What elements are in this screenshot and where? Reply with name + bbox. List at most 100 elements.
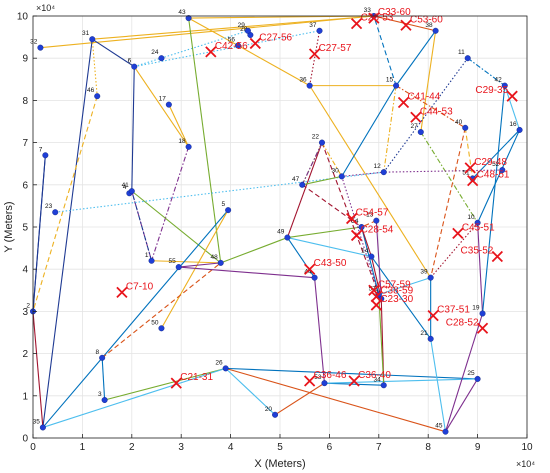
node-label-45: 45 — [435, 423, 443, 430]
x-tick-label: 9 — [475, 442, 481, 453]
y-tick-label: 8 — [22, 96, 28, 107]
edge-11-12 — [383, 57, 469, 173]
cross-label-C41-44: C41-44 — [408, 92, 441, 103]
y-tick-label: 6 — [22, 180, 28, 191]
edge-31-35 — [42, 39, 93, 428]
node-label-19: 19 — [472, 305, 480, 312]
node-32 — [37, 44, 44, 51]
cross-label-C7-10: C7-10 — [126, 281, 154, 292]
edge-17-18 — [168, 104, 190, 148]
edge-49-54 — [287, 226, 362, 239]
node-48 — [217, 259, 224, 266]
y-tick-label: 9 — [22, 54, 28, 65]
node-3 — [101, 397, 108, 404]
node-label-46: 46 — [87, 87, 95, 94]
node-label-30: 30 — [332, 167, 340, 174]
node-label-50: 50 — [151, 319, 159, 326]
y-tick-label: 2 — [22, 349, 28, 360]
edge-53-34 — [324, 382, 384, 386]
node-label-16: 16 — [509, 121, 517, 128]
edge-54-14 — [360, 226, 372, 257]
node-1 — [148, 257, 155, 264]
node-18 — [185, 143, 192, 150]
node-label-11: 11 — [458, 49, 465, 56]
edge-43-56 — [188, 17, 239, 47]
y-tick-label: 0 — [22, 434, 28, 445]
cross-label-C28-54: C28-54 — [361, 224, 394, 235]
node-44 — [311, 274, 318, 281]
cross-C7-10 — [116, 286, 128, 299]
node-56 — [235, 42, 242, 49]
cross-C36-46 — [304, 375, 316, 387]
node-label-6: 6 — [128, 58, 132, 65]
node-24 — [158, 55, 165, 62]
edge-45-19 — [444, 313, 484, 432]
node-label-15: 15 — [386, 77, 394, 84]
x-tick-label: 1 — [80, 442, 86, 453]
node-label-28: 28 — [240, 26, 248, 33]
node-label-31: 31 — [82, 30, 90, 37]
node-50 — [158, 325, 165, 332]
node-38 — [432, 27, 439, 34]
edge-32-33 — [40, 15, 374, 49]
y-tick-label: 4 — [22, 265, 28, 276]
node-label-53: 53 — [314, 374, 322, 381]
x-tick-label: 8 — [425, 442, 431, 453]
node-label-4: 4 — [123, 184, 127, 191]
cross-label-C42-56: C42-56 — [215, 41, 248, 52]
node-label-2: 2 — [26, 302, 30, 309]
node-45 — [442, 428, 449, 435]
x-tick-label: 2 — [129, 442, 135, 453]
cross-C29-48 — [464, 162, 476, 174]
node-16 — [516, 126, 523, 133]
node-52 — [499, 167, 506, 174]
cross-C29-35 — [506, 90, 518, 102]
cross-label-C36-40: C36-40 — [358, 370, 391, 381]
node-53 — [321, 380, 328, 387]
node-21 — [427, 335, 434, 342]
node-label-7: 7 — [39, 146, 43, 153]
edge-40-39 — [430, 127, 466, 278]
cross-C28-52 — [476, 322, 489, 334]
cross-label-C28-52: C28-52 — [446, 317, 479, 328]
edge-39-57 — [378, 277, 431, 296]
node-29 — [244, 27, 251, 34]
cross-label-C23-30: C23-30 — [380, 294, 413, 305]
y-tick-label: 7 — [22, 138, 28, 149]
x-exponent-label: ×10⁴ — [516, 459, 535, 469]
edge-15-12 — [383, 85, 397, 173]
edge-5-50 — [160, 209, 229, 329]
node-label-22: 22 — [312, 134, 320, 141]
edge-9-13 — [375, 220, 382, 299]
edge-44-55 — [178, 266, 315, 279]
node-label-52: 52 — [492, 161, 500, 168]
node-label-3: 3 — [98, 391, 102, 398]
node-label-40: 40 — [455, 119, 463, 126]
node-label-37: 37 — [309, 22, 317, 29]
cross-label-C29-35: C29-35 — [475, 85, 508, 96]
node-label-14: 14 — [361, 248, 369, 255]
cross-C45-51 — [452, 227, 464, 239]
edge-26-45 — [225, 367, 446, 433]
cross-C57-59 — [368, 284, 380, 296]
node-35 — [39, 424, 46, 431]
edge-6-18 — [133, 66, 190, 148]
node-26 — [222, 365, 229, 372]
node-17 — [165, 101, 172, 108]
y-tick-label: 10 — [17, 12, 29, 23]
node-label-1: 1 — [145, 252, 149, 259]
edge-53-25 — [324, 378, 478, 384]
edge-35-5 — [42, 209, 229, 428]
edge-8-48 — [101, 262, 222, 359]
node-label-25: 25 — [467, 370, 475, 377]
node-label-56: 56 — [228, 37, 236, 44]
edge-1-41 — [131, 190, 153, 261]
cross-label-C36-46: C36-46 — [314, 370, 347, 381]
edge-21-14 — [370, 256, 432, 340]
cross-C23-30 — [370, 299, 382, 311]
node-19 — [479, 310, 486, 317]
edge-34-57 — [378, 294, 385, 386]
cross-label-C27-56: C27-56 — [259, 32, 292, 43]
y-tick-label: 1 — [22, 391, 28, 402]
